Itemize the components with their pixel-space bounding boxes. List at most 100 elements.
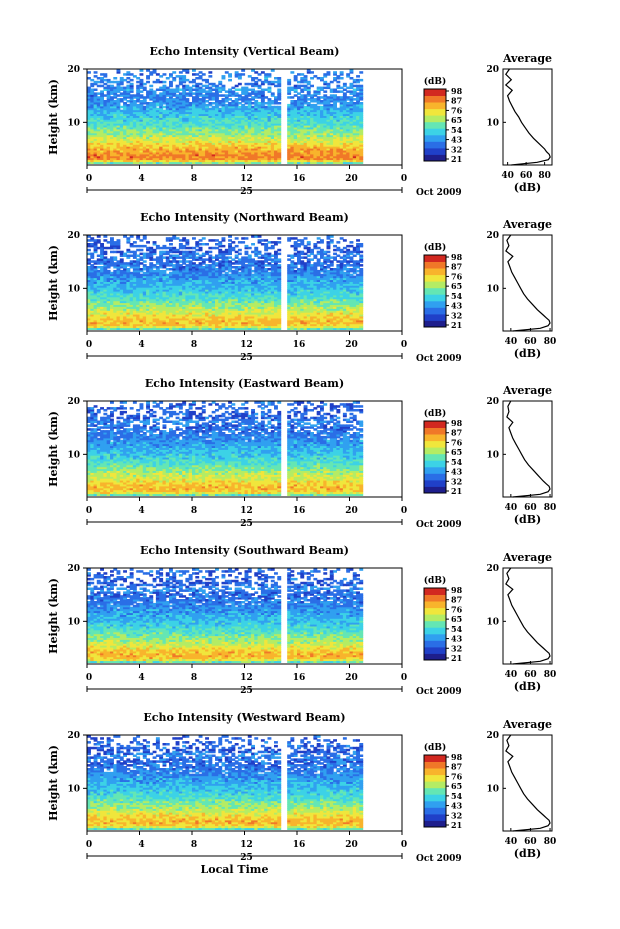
echo-cell <box>113 105 118 109</box>
echo-cell <box>211 148 216 151</box>
echo-cell <box>198 153 203 157</box>
echo-cell <box>218 138 223 141</box>
echo-cell <box>126 153 131 157</box>
echo-cell <box>188 109 193 113</box>
echo-cell <box>106 96 111 99</box>
echo-cell <box>162 134 167 138</box>
echo-cell <box>178 78 183 82</box>
echo-cell <box>208 119 213 122</box>
colorbar-band <box>424 154 446 162</box>
echo-cell <box>159 157 164 161</box>
echo-cell <box>188 146 193 149</box>
echo-cell <box>142 157 147 161</box>
echo-cell <box>192 132 196 136</box>
echo-cell <box>139 138 144 141</box>
echo-cell <box>192 237 196 240</box>
echo-cell <box>175 150 180 153</box>
echo-cell <box>215 125 219 128</box>
echo-cell <box>195 107 200 111</box>
panel-title: Echo Intensity (Vertical Beam) <box>149 45 339 58</box>
echo-cell <box>119 88 124 91</box>
echo-cell <box>106 125 111 128</box>
echo-cell <box>139 151 144 155</box>
echo-cell <box>221 117 226 120</box>
echo-cell <box>106 111 111 115</box>
echo-cell <box>218 115 223 118</box>
echo-cell <box>165 140 170 143</box>
echo-cell <box>90 148 95 151</box>
echo-cell <box>208 144 213 147</box>
echo-cell <box>159 140 164 143</box>
echo-cell <box>270 69 275 72</box>
echo-cell <box>90 132 95 136</box>
echo-cell <box>149 121 154 124</box>
echo-cell <box>231 144 236 147</box>
echo-cell <box>224 151 229 155</box>
echo-cell <box>93 117 98 120</box>
echo-cell <box>93 157 98 161</box>
echo-cell <box>103 125 108 128</box>
echo-cell <box>126 161 131 164</box>
echo-cell <box>169 94 173 97</box>
echo-cell <box>119 140 124 143</box>
echo-cell <box>195 77 200 80</box>
echo-cell <box>87 148 91 151</box>
echo-cell <box>221 153 226 157</box>
echo-cell <box>165 157 170 161</box>
echo-cell <box>169 136 173 139</box>
echo-cell <box>123 98 127 101</box>
echo-cell <box>149 92 154 95</box>
echo-cell <box>231 100 236 103</box>
echo-cell <box>96 155 101 159</box>
echo-cell <box>152 134 157 138</box>
echo-cell <box>185 103 190 107</box>
echo-cell <box>116 121 121 124</box>
echo-cell <box>159 88 164 91</box>
echo-cell <box>159 96 164 99</box>
echo-cell <box>165 119 170 122</box>
echo-cell <box>162 155 167 159</box>
echo-cell <box>159 144 164 147</box>
echo-cell <box>136 80 141 84</box>
echo-cell <box>159 132 164 136</box>
echo-cell <box>195 126 200 130</box>
echo-cell <box>201 125 206 128</box>
echo-cell <box>188 90 193 93</box>
echo-cell <box>228 102 232 105</box>
echo-cell <box>139 155 144 159</box>
echo-cell <box>93 103 98 107</box>
echo-cell <box>182 113 187 116</box>
echo-cell <box>228 92 232 95</box>
echo-cell <box>231 86 236 90</box>
echo-cell <box>129 144 134 147</box>
echo-cell <box>228 130 232 134</box>
echo-cell <box>123 132 127 136</box>
echo-cell <box>113 136 118 139</box>
echo-cell <box>123 123 127 126</box>
echo-cell <box>123 138 127 141</box>
echo-cell <box>152 103 157 107</box>
echo-cell <box>100 153 104 157</box>
echo-cell <box>201 88 206 91</box>
echo-cell <box>96 125 101 128</box>
echo-cell <box>201 98 206 101</box>
echo-cell <box>172 161 177 164</box>
colorbar-band <box>424 108 446 116</box>
echo-cell <box>129 128 134 132</box>
echo-cell <box>208 123 213 126</box>
echo-cell <box>218 94 223 97</box>
echo-cell <box>119 109 124 113</box>
echo-cell <box>188 161 193 164</box>
echo-cell <box>192 69 196 72</box>
echo-cell <box>192 121 196 124</box>
echo-cell <box>155 151 160 155</box>
echo-cell <box>159 121 164 124</box>
echo-cell <box>100 159 104 163</box>
echo-cell <box>231 157 236 161</box>
echo-cell <box>175 151 180 155</box>
echo-cell <box>221 151 226 155</box>
echo-cell <box>218 103 223 107</box>
echo-cell <box>159 148 164 151</box>
echo-cell <box>129 142 134 145</box>
